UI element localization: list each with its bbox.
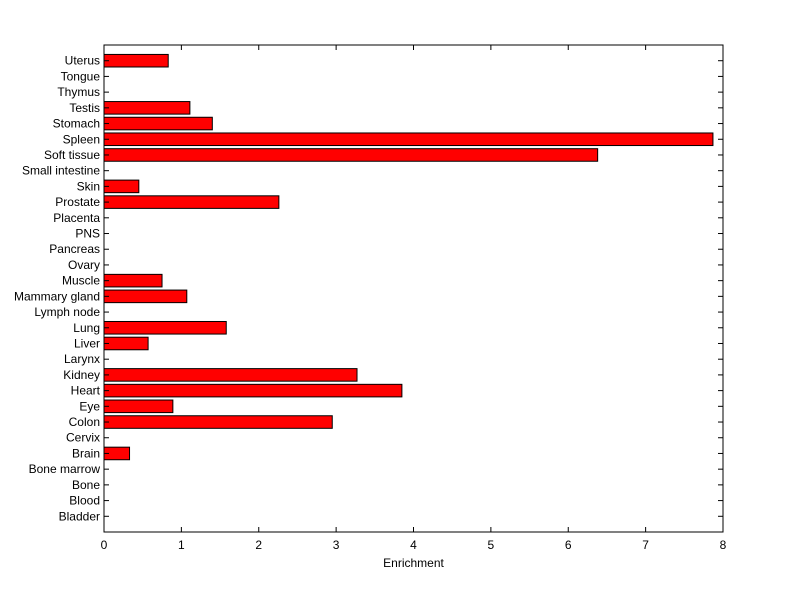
bar-kidney [103,368,358,382]
bar-colon [103,415,333,429]
bar-mammary-gland [103,289,188,304]
y-tick-label: Placenta [53,211,100,225]
y-tick-label: Stomach [53,117,100,131]
y-tick-label: Soft tissue [44,148,100,162]
y-tick-label: Bone [72,478,100,492]
y-tick-label: Heart [71,384,101,398]
x-tick-label: 7 [642,538,649,552]
y-tick-label: PNS [75,227,100,241]
bar-muscle [103,273,163,288]
y-tick-label: Prostate [55,195,100,209]
bar-spleen [103,132,714,147]
x-tick-label: 8 [720,538,727,552]
y-tick-label: Mammary gland [14,289,100,303]
y-tick-label: Eye [79,399,100,413]
y-tick-label: Bone marrow [29,462,101,476]
x-tick-label: 0 [101,538,108,552]
x-tick-label: 2 [255,538,262,552]
x-tick-label: 3 [333,538,340,552]
y-tick-label: Uterus [65,54,100,68]
y-tick-label: Blood [69,494,100,508]
y-tick-label: Pancreas [49,242,100,256]
y-tick-label: Tongue [61,69,101,83]
x-axis-label: Enrichment [383,556,444,570]
y-tick-label: Thymus [57,85,100,99]
y-tick-label: Ovary [68,258,100,272]
y-tick-label: Brain [72,446,100,460]
bar-prostate [103,195,280,209]
bar-stomach [103,116,213,131]
y-tick-label: Colon [69,415,100,429]
y-tick-label: Muscle [62,274,100,288]
y-tick-label: Skin [77,179,100,193]
bar-lung [103,320,227,335]
bar-uterus [103,53,169,68]
x-tick-label: 4 [410,538,417,552]
bar-heart [103,383,403,398]
y-tick-label: Liver [74,336,100,350]
y-tick-label: Kidney [63,368,100,382]
x-tick-label: 5 [488,538,495,552]
y-tick-label: Cervix [66,431,100,445]
bar-eye [103,399,174,414]
y-tick-label: Small intestine [22,164,100,178]
y-tick-label: Spleen [63,132,100,146]
x-tick-label: 6 [565,538,572,552]
y-tick-label: Lymph node [34,305,100,319]
y-tick-label: Testis [69,101,100,115]
bar-testis [103,101,191,115]
y-tick-label: Bladder [59,509,100,523]
y-tick-label: Larynx [64,352,100,366]
y-tick-label: Lung [73,321,100,335]
bar-skin [103,179,140,194]
bar-soft-tissue [103,148,599,162]
bar-liver [103,336,149,351]
x-tick-label: 1 [178,538,185,552]
